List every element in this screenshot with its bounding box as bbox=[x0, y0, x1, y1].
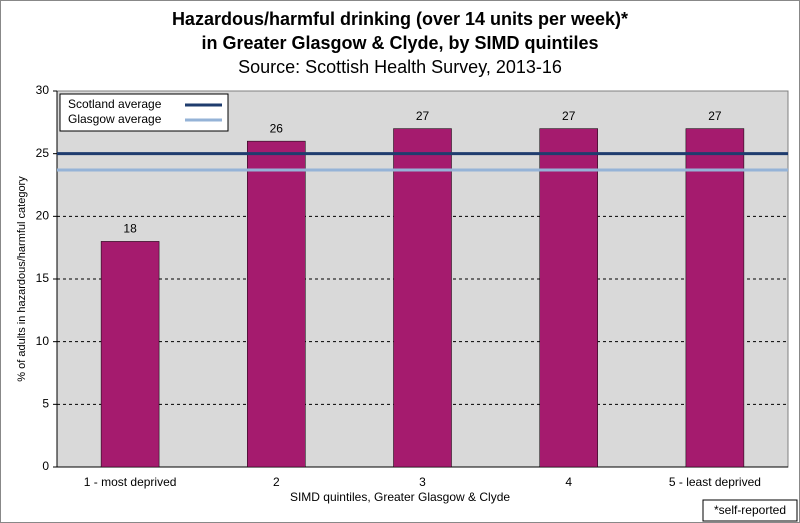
y-tick-label: 15 bbox=[36, 271, 50, 285]
legend-label: Scotland average bbox=[68, 97, 162, 111]
x-axis-label: SIMD quintiles, Greater Glasgow & Clyde bbox=[290, 490, 510, 504]
chart-title: Hazardous/harmful drinking (over 14 unit… bbox=[172, 9, 628, 29]
chart-subtitle: Source: Scottish Health Survey, 2013-16 bbox=[238, 57, 562, 77]
bar bbox=[393, 128, 452, 468]
x-tick-label: 4 bbox=[565, 475, 572, 489]
data-label: 26 bbox=[270, 121, 284, 135]
data-label: 18 bbox=[123, 222, 137, 236]
bar bbox=[100, 241, 160, 468]
legend-box bbox=[59, 93, 229, 132]
y-axis-label: % of adults in hazardous/harmful categor… bbox=[16, 176, 28, 382]
y-tick-label: 5 bbox=[42, 397, 49, 411]
bar bbox=[685, 128, 745, 468]
footnote: *self-reported bbox=[714, 503, 786, 517]
legend-label: Glasgow average bbox=[68, 112, 162, 126]
x-tick-label: 1 - most deprived bbox=[84, 475, 177, 489]
bar bbox=[247, 140, 306, 468]
data-label: 27 bbox=[416, 109, 430, 123]
chart-title: in Greater Glasgow & Clyde, by SIMD quin… bbox=[201, 33, 598, 53]
data-label: 27 bbox=[562, 109, 576, 123]
y-tick-label: 10 bbox=[36, 334, 50, 348]
y-tick-label: 30 bbox=[36, 83, 50, 97]
bar bbox=[539, 128, 598, 468]
y-tick-label: 25 bbox=[36, 146, 50, 160]
y-tick-label: 0 bbox=[42, 459, 49, 473]
x-tick-label: 3 bbox=[419, 475, 426, 489]
data-label: 27 bbox=[708, 109, 722, 123]
x-tick-label: 5 - least deprived bbox=[669, 475, 761, 489]
x-tick-label: 2 bbox=[273, 475, 280, 489]
footnote-box bbox=[702, 499, 798, 522]
y-tick-label: 20 bbox=[36, 209, 50, 223]
